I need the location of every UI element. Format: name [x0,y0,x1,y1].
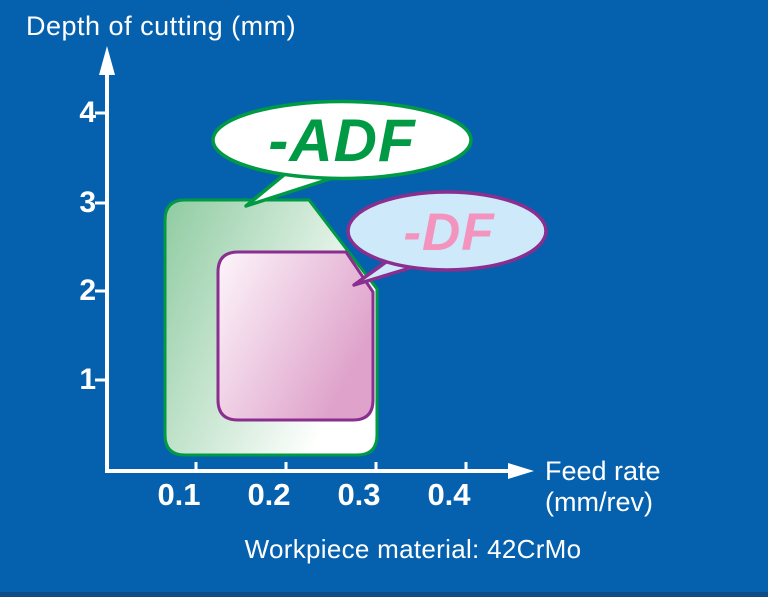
y-tick-label-4: 4 [79,96,96,129]
df-region [216,250,375,422]
y-tick-label-1: 1 [79,363,96,396]
df-bubble [346,190,548,272]
bottom-edge-strip [0,592,768,597]
x-axis-title: Feed rate (mm/rev) [545,456,661,517]
y-axis-arrow-icon [99,46,115,75]
x-tick-label-0.2: 0.2 [247,477,291,512]
workpiece-material-note: Workpiece material: 42CrMo [244,534,582,564]
adf-label: -ADF [268,107,416,174]
x-axis-arrow-icon [508,463,534,479]
y-tick-label-2: 2 [79,274,96,307]
y-tick-label-3: 3 [79,186,96,219]
x-tick-label-0.4: 0.4 [427,477,471,512]
x-tick-label-0.3: 0.3 [337,477,381,512]
x-tick-label-0.1: 0.1 [157,477,201,512]
y-axis-title: Depth of cutting (mm) [26,11,297,41]
df-label: -DF [403,203,495,262]
adf-bubble [211,99,473,181]
